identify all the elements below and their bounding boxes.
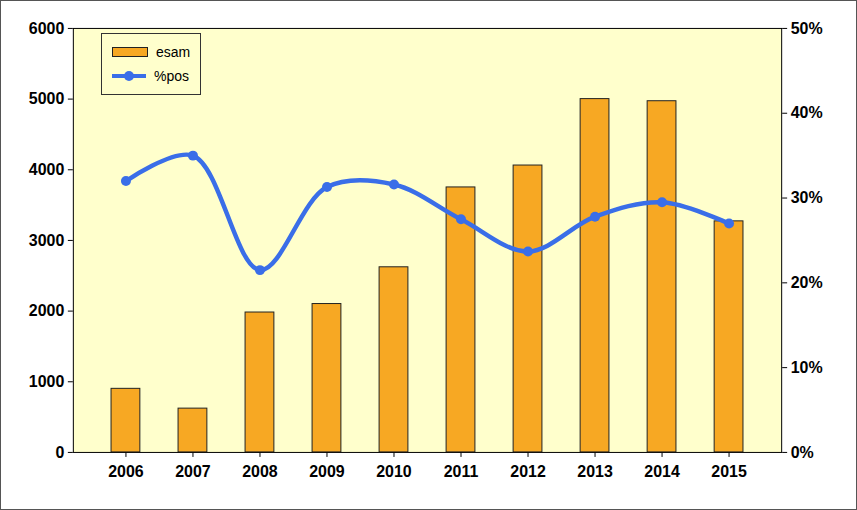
svg-text:4000: 4000 — [29, 161, 65, 178]
svg-text:2000: 2000 — [29, 302, 65, 319]
svg-text:6000: 6000 — [29, 20, 65, 37]
svg-text:2014: 2014 — [644, 463, 680, 480]
svg-text:30%: 30% — [791, 189, 823, 206]
svg-text:2012: 2012 — [510, 463, 546, 480]
html-text:esam: esam — [156, 44, 191, 60]
svg-text:40%: 40% — [791, 104, 823, 121]
svg-text:20%: 20% — [791, 274, 823, 291]
svg-text:0%: 0% — [791, 444, 814, 461]
svg-text:2010: 2010 — [376, 463, 412, 480]
svg-text:2009: 2009 — [309, 463, 345, 480]
svg-text:2013: 2013 — [577, 463, 613, 480]
svg-text:5000: 5000 — [29, 90, 65, 107]
svg-text:2008: 2008 — [242, 463, 278, 480]
svg-text:2006: 2006 — [108, 463, 144, 480]
svg-text:50%: 50% — [791, 20, 823, 37]
svg-text:0: 0 — [55, 444, 64, 461]
svg-text:2007: 2007 — [175, 463, 211, 480]
svg-text:2011: 2011 — [444, 463, 479, 480]
svg-text:2015: 2015 — [711, 463, 747, 480]
svg-text:10%: 10% — [791, 359, 823, 376]
html-text:%pos: %pos — [154, 68, 189, 84]
svg-text:1000: 1000 — [29, 373, 65, 390]
svg-text:3000: 3000 — [29, 232, 65, 249]
